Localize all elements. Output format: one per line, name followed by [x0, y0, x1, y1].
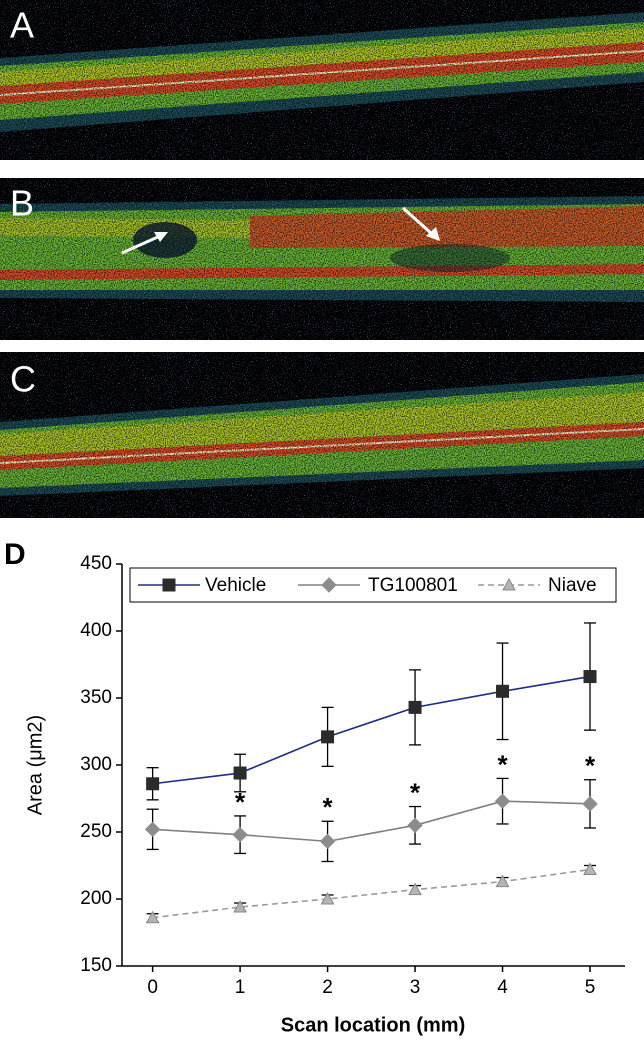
panel-label: B	[10, 183, 34, 224]
y-tick-label: 300	[80, 754, 112, 775]
marker	[408, 882, 422, 896]
y-axis-title: Area (μm2)	[24, 715, 46, 815]
x-tick-label: 5	[585, 977, 596, 998]
legend-label: Vehicle	[205, 575, 266, 596]
x-axis-title: Scan location (mm)	[281, 1014, 465, 1036]
y-tick-label: 350	[80, 687, 112, 708]
x-tick-label: 3	[410, 977, 421, 998]
oct-panel: C	[0, 352, 644, 518]
series-line	[152, 868, 591, 919]
oct-panel: B	[0, 178, 644, 340]
marker	[233, 899, 247, 913]
marker	[146, 777, 160, 791]
marker	[582, 796, 598, 812]
legend-box	[129, 567, 617, 603]
y-tick-label: 250	[80, 821, 112, 842]
marker	[320, 891, 335, 905]
y-tick-label: 200	[80, 888, 112, 909]
annotation: *	[497, 749, 508, 779]
annotation: *	[585, 751, 596, 781]
panel-label: C	[10, 359, 36, 400]
panel-label: D	[4, 538, 26, 571]
marker	[502, 577, 516, 591]
y-tick-label: 450	[80, 553, 112, 574]
x-tick-label: 0	[147, 977, 158, 998]
marker	[162, 578, 176, 592]
marker	[321, 730, 335, 744]
marker	[144, 821, 161, 838]
marker	[232, 826, 248, 843]
annotation: *	[410, 777, 421, 807]
marker	[321, 577, 337, 593]
marker	[583, 862, 597, 876]
marker	[319, 833, 336, 850]
legend-label: Niave	[548, 575, 597, 596]
marker	[494, 793, 511, 809]
series-line	[152, 675, 591, 785]
x-tick-label: 4	[497, 977, 508, 998]
panel-label: A	[10, 5, 34, 46]
annotation: *	[235, 787, 246, 817]
annotation: *	[323, 792, 334, 822]
marker	[408, 700, 422, 714]
marker	[496, 684, 510, 698]
x-tick-label: 1	[235, 977, 246, 998]
marker	[145, 910, 160, 924]
legend-label: TG100801	[368, 575, 458, 596]
x-tick-label: 2	[322, 977, 333, 998]
oct-panel: A	[0, 0, 644, 160]
marker	[407, 817, 423, 834]
y-tick-label: 400	[80, 620, 112, 641]
marker	[495, 874, 510, 888]
y-tick-label: 150	[80, 955, 112, 976]
marker	[583, 670, 597, 684]
marker	[233, 766, 247, 780]
series-line	[152, 800, 591, 843]
